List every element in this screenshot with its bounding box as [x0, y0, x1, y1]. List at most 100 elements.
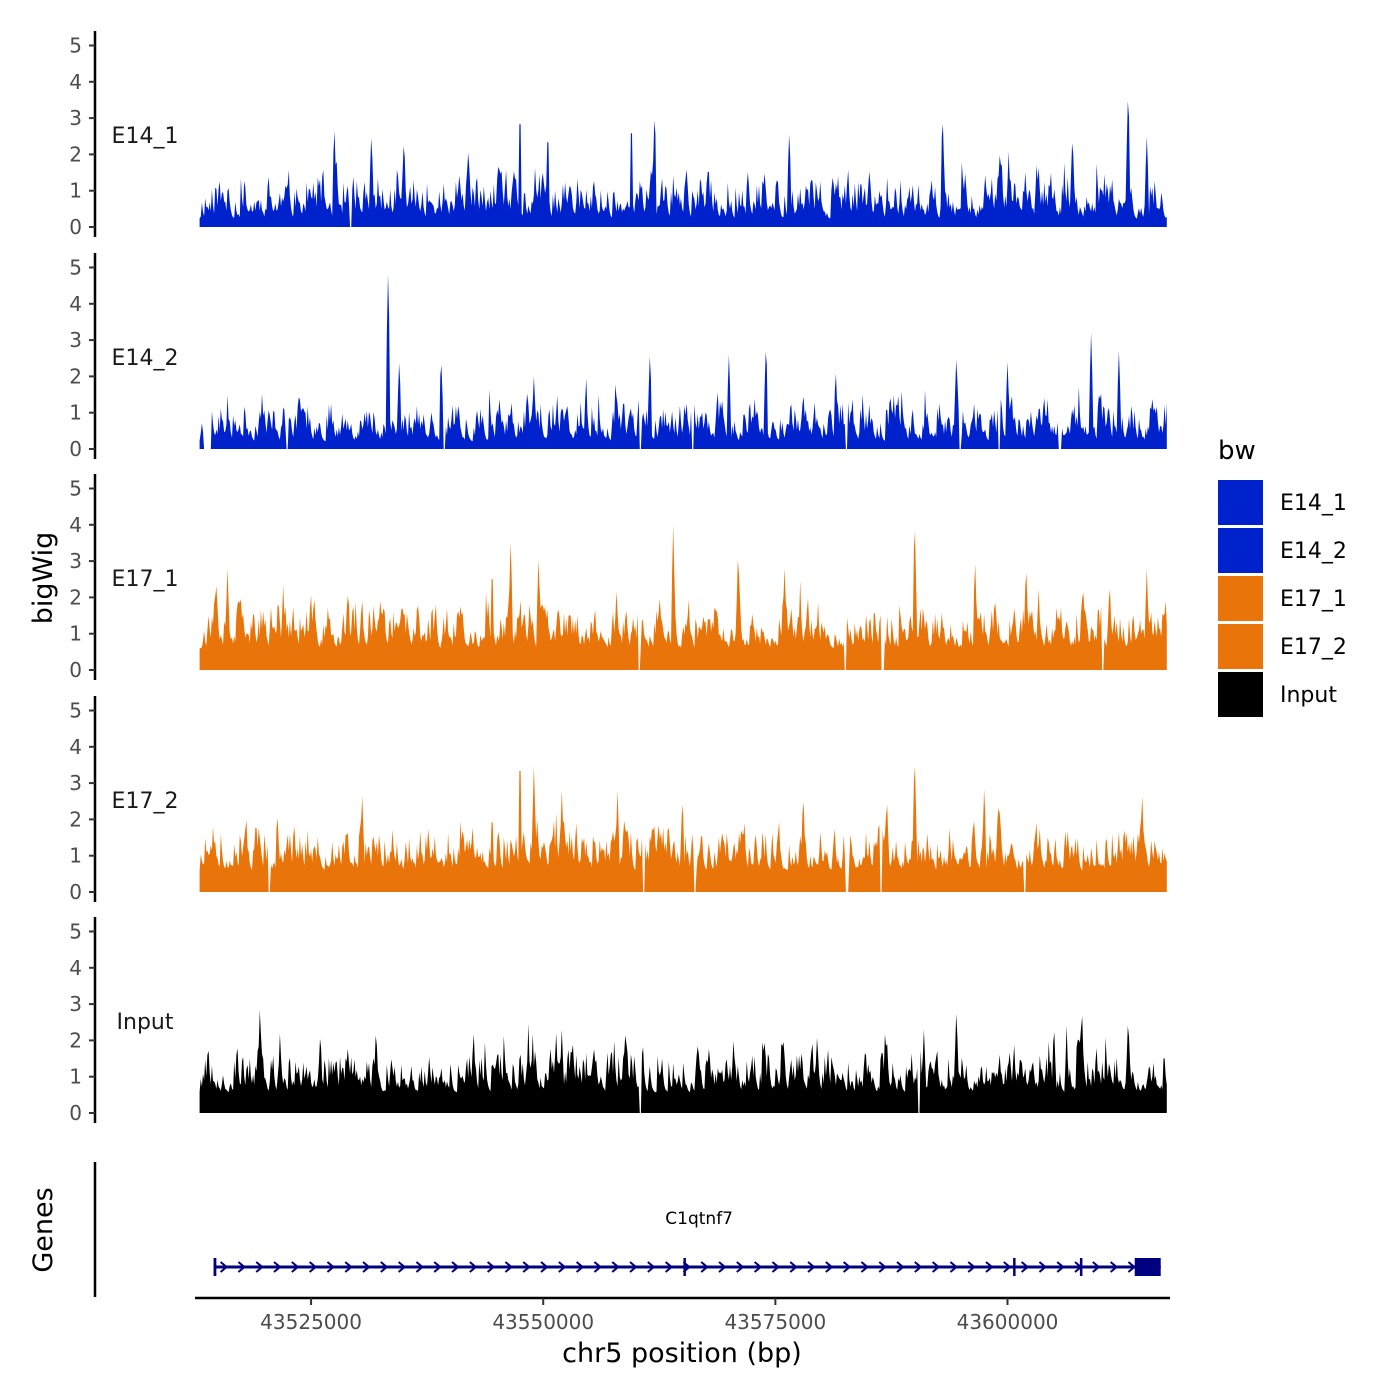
- exon: [1013, 1258, 1016, 1276]
- strand-arrow: [825, 1261, 834, 1273]
- y-tick-label: 1: [69, 1065, 82, 1089]
- gene-label: C1qtnf7: [665, 1209, 733, 1229]
- y-tick-label: 2: [69, 142, 82, 166]
- strand-arrow: [611, 1261, 620, 1273]
- exon: [213, 1258, 217, 1276]
- strand-arrow: [237, 1261, 246, 1273]
- strand-arrow: [326, 1261, 335, 1273]
- track-label: Input: [117, 1010, 174, 1035]
- strand-arrow: [486, 1261, 496, 1273]
- strand-arrow: [718, 1261, 727, 1273]
- track-E14_2: 0 1 2 3 4 5 E14_2: [69, 253, 1167, 461]
- strand-arrow: [540, 1261, 549, 1273]
- legend-key-E17_1: [1218, 576, 1263, 621]
- exon: [683, 1258, 686, 1276]
- y-tick-label: 2: [69, 1028, 82, 1052]
- strand-arrow: [1109, 1261, 1119, 1273]
- strand-arrow: [291, 1261, 300, 1273]
- legend-label: E17_1: [1280, 587, 1347, 612]
- gene-panel: C1qtnf7: [93, 1162, 1161, 1297]
- legend-key-E14_2: [1218, 528, 1263, 573]
- signal-area-E17_1: [199, 524, 1167, 670]
- y-tick-label: 3: [69, 771, 82, 795]
- exon: [1079, 1258, 1083, 1276]
- track-label: E17_2: [112, 789, 179, 814]
- strand-arrow: [629, 1261, 638, 1273]
- strand-arrow: [860, 1261, 869, 1273]
- strand-arrow: [914, 1261, 923, 1273]
- strand-arrow: [1038, 1261, 1047, 1273]
- track-E17_1: 0 1 2 3 4 5 E17_1: [69, 474, 1167, 682]
- legend-label: Input: [1280, 683, 1337, 708]
- strand-arrow: [967, 1261, 976, 1273]
- strand-arrow: [255, 1261, 264, 1273]
- strand-arrow: [415, 1261, 424, 1273]
- strand-arrow: [949, 1261, 958, 1273]
- strand-arrow: [504, 1261, 513, 1273]
- x-tick-label: 43575000: [724, 1310, 826, 1334]
- strand-arrow: [380, 1261, 389, 1273]
- y-tick-label: 3: [69, 549, 82, 573]
- strand-arrow: [522, 1261, 531, 1273]
- track-label: E17_1: [112, 567, 179, 592]
- strand-arrow: [931, 1261, 941, 1273]
- strand-arrow: [1056, 1261, 1065, 1273]
- strand-arrow: [878, 1261, 887, 1273]
- y-tick-label: 4: [69, 70, 82, 94]
- y-tick-label: 0: [69, 880, 82, 904]
- strand-arrow: [397, 1261, 407, 1273]
- y-tick-label: 1: [69, 179, 82, 203]
- signal-area-Input: [199, 1010, 1167, 1113]
- y-tick-label: 0: [69, 658, 82, 682]
- legend-label: E17_2: [1280, 635, 1347, 660]
- strand-arrow: [771, 1261, 780, 1273]
- legend-key-Input: [1218, 672, 1263, 717]
- strand-arrow: [753, 1261, 763, 1273]
- strand-arrow: [273, 1261, 282, 1273]
- y-tick-label: 4: [69, 513, 82, 537]
- strand-arrow: [985, 1261, 994, 1273]
- strand-arrow: [433, 1261, 442, 1273]
- gene-panel-title: Genes: [28, 1187, 59, 1272]
- x-axis-title: chr5 position (bp): [562, 1338, 802, 1369]
- strand-arrow: [664, 1261, 674, 1273]
- signal-tracks: 0 1 2 3 4 5 E14_1 0 1 2 3 4 5 E14_2 0 1 2 3 4 5 E17_1 0 1 2 3 4 5 E…: [69, 31, 1167, 1125]
- y-tick-label: 4: [69, 956, 82, 980]
- track-Input: 0 1 2 3 4 5 Input: [69, 917, 1167, 1125]
- y-tick-label: 2: [69, 807, 82, 831]
- track-label: E14_2: [112, 346, 179, 371]
- strand-arrow: [1092, 1261, 1101, 1273]
- y-tick-label: 0: [69, 215, 82, 239]
- y-tick-label: 0: [69, 437, 82, 461]
- strand-arrow: [469, 1261, 478, 1273]
- legend-key-E14_1: [1218, 480, 1263, 525]
- exon: [1134, 1258, 1161, 1276]
- y-tick-label: 3: [69, 106, 82, 130]
- y-tick-label: 3: [69, 992, 82, 1016]
- strand-arrow: [558, 1261, 567, 1273]
- gene-C1qtnf7: C1qtnf7: [213, 1209, 1161, 1276]
- y-tick-label: 0: [69, 1101, 82, 1125]
- strand-arrow: [593, 1261, 602, 1273]
- strand-arrow: [842, 1261, 852, 1273]
- track-E17_2: 0 1 2 3 4 5 E17_2: [69, 696, 1167, 904]
- y-tick-label: 1: [69, 622, 82, 646]
- y-tick-label: 5: [69, 256, 82, 280]
- strand-arrow: [736, 1261, 745, 1273]
- track-label: E14_1: [112, 124, 179, 149]
- legend-label: E14_1: [1280, 491, 1347, 516]
- x-axis: 43525000 43550000 43575000 43600000: [195, 1296, 1170, 1334]
- strand-arrow: [700, 1261, 709, 1273]
- x-tick-label: 43600000: [957, 1310, 1059, 1334]
- signal-area-E14_1: [199, 101, 1167, 227]
- strand-arrow: [896, 1261, 905, 1273]
- legend-key-E17_2: [1218, 624, 1263, 669]
- track-E14_1: 0 1 2 3 4 5 E14_1: [69, 31, 1167, 239]
- signal-area-E17_2: [199, 765, 1167, 892]
- strand-arrow: [1003, 1261, 1012, 1273]
- strand-arrow: [451, 1261, 460, 1273]
- strand-arrow: [789, 1261, 798, 1273]
- strand-arrow: [647, 1261, 656, 1273]
- y-tick-label: 5: [69, 477, 82, 501]
